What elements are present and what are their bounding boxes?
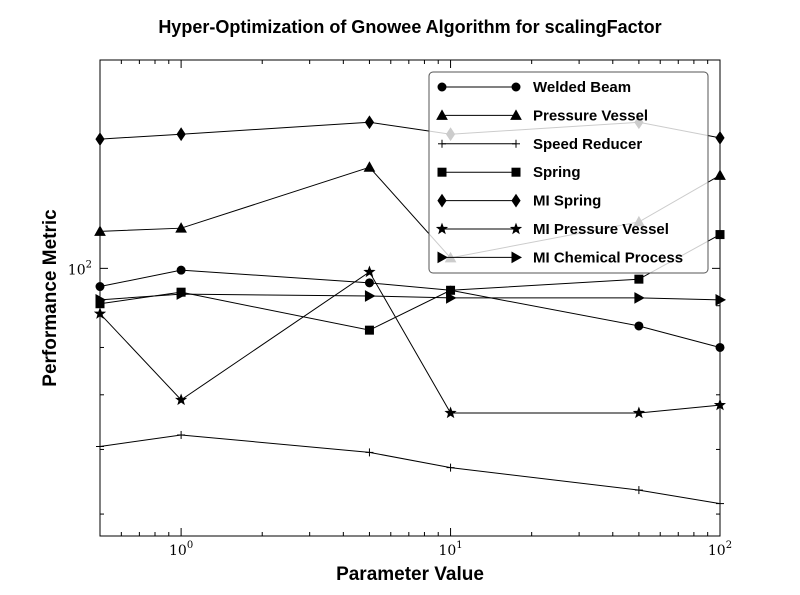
axis-ticks: 100 101 102 102 <box>68 60 732 559</box>
marker-diamond <box>364 115 375 130</box>
legend-item: MI Spring <box>437 193 601 210</box>
x-tick-label: 102 <box>708 540 732 559</box>
marker-diamond <box>176 127 186 142</box>
marker-diamond <box>715 130 725 145</box>
marker-triangle <box>714 169 726 180</box>
series-line <box>99 269 721 348</box>
marker-plus <box>446 463 455 472</box>
x-axis-label: Parameter Value <box>336 564 484 585</box>
x-tick-label: 100 <box>169 540 193 559</box>
legend-label: MI Spring <box>533 193 601 210</box>
legend-item: Pressure Vessel <box>436 107 648 124</box>
marker-triangle-right <box>446 292 457 304</box>
marker-triangle-right <box>95 293 107 306</box>
legend-item: Speed Reducer <box>438 136 642 153</box>
y-tick-label: 102 <box>68 259 92 278</box>
marker-circle <box>176 265 186 275</box>
marker-circle <box>511 82 521 92</box>
legend-box <box>428 71 709 274</box>
legend-label: Pressure Vessel <box>533 107 648 124</box>
marker-circle <box>715 342 725 352</box>
marker-circle <box>437 82 447 92</box>
marker-plus <box>438 139 446 148</box>
marker-triangle-right <box>437 251 449 264</box>
marker-triangle <box>94 225 106 236</box>
marker-star <box>444 406 457 419</box>
marker-star <box>632 406 645 419</box>
series-line <box>99 434 721 505</box>
series-mi-chemical-process <box>95 288 726 306</box>
marker-square <box>715 230 725 240</box>
marker-square <box>364 325 374 335</box>
legend-label: Spring <box>533 164 581 181</box>
marker-triangle <box>436 109 448 120</box>
marker-plus <box>634 486 643 495</box>
series-welded-beam <box>95 265 725 352</box>
marker-circle <box>95 282 105 292</box>
marker-triangle <box>175 222 187 233</box>
marker-square <box>634 274 644 284</box>
marker-star <box>713 398 726 411</box>
marker-star <box>435 222 449 235</box>
marker-diamond <box>437 193 447 208</box>
marker-star <box>175 393 188 406</box>
marker-plus <box>96 442 104 451</box>
marker-circle <box>364 278 374 288</box>
legend-item: MI Chemical Process <box>437 249 683 266</box>
legend: Welded Beam Pressure Vessel Speed Reducer S… <box>428 71 709 274</box>
marker-triangle-right <box>176 288 188 300</box>
marker-plus <box>177 430 186 439</box>
marker-star <box>509 222 523 235</box>
legend-label: Welded Beam <box>533 79 631 96</box>
legend-label: Speed Reducer <box>533 136 642 153</box>
marker-square <box>437 167 447 177</box>
x-tick-label: 101 <box>438 540 462 559</box>
marker-triangle-right <box>715 293 726 306</box>
marker-plus <box>716 499 724 508</box>
marker-plus <box>512 139 520 148</box>
legend-label: MI Pressure Vessel <box>533 221 669 238</box>
series-line <box>99 293 721 301</box>
marker-diamond <box>95 132 105 147</box>
marker-plus <box>365 448 374 457</box>
marker-triangle-right <box>634 292 645 304</box>
series-mi-pressure-vessel <box>94 265 726 419</box>
marker-square <box>446 285 456 295</box>
marker-star <box>363 265 376 278</box>
legend-item: Spring <box>437 164 581 181</box>
legend-item: MI Pressure Vessel <box>435 221 669 238</box>
legend-label: MI Chemical Process <box>533 249 683 266</box>
series-line <box>99 271 721 414</box>
marker-triangle <box>510 109 522 120</box>
y-axis-label: Performance Metric <box>40 209 61 387</box>
marker-diamond <box>511 193 521 208</box>
series-speed-reducer <box>96 430 724 508</box>
marker-triangle-right <box>364 290 376 302</box>
marker-circle <box>634 321 644 331</box>
legend-item: Welded Beam <box>437 79 631 96</box>
marker-square <box>511 167 521 177</box>
marker-triangle-right <box>511 251 523 264</box>
marker-star <box>94 307 107 319</box>
chart-title: Hyper-Optimization of Gnowee Algorithm f… <box>158 17 661 37</box>
marker-triangle <box>363 161 376 172</box>
